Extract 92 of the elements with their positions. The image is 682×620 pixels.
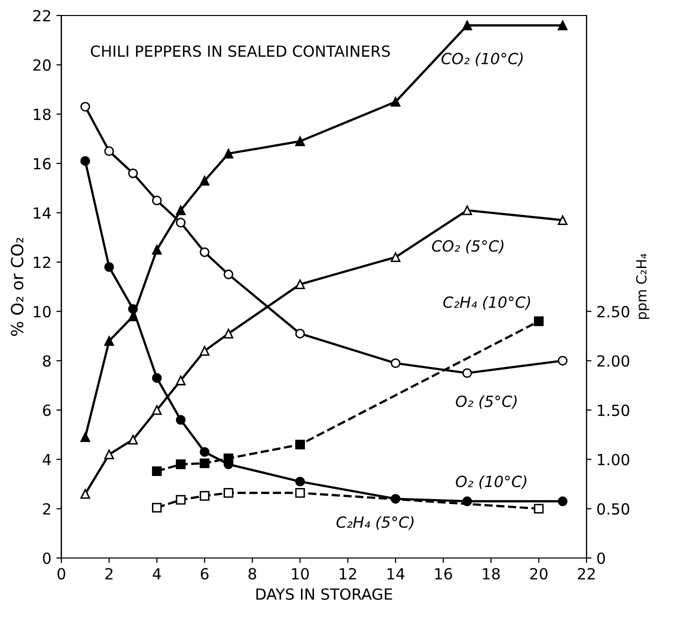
series-label: O₂ (5°C) — [456, 395, 517, 409]
point — [558, 20, 568, 30]
point — [176, 415, 186, 425]
point — [390, 96, 400, 107]
point — [80, 102, 90, 112]
x-tick-label: 8 — [248, 568, 256, 580]
x-tick-label: 2 — [105, 568, 112, 580]
point — [224, 454, 234, 464]
point — [534, 316, 544, 326]
x-tick-label: 6 — [200, 568, 208, 580]
series-label: CO₂ (5°C) — [432, 240, 504, 254]
point — [295, 476, 305, 486]
x-tick-label: 10 — [292, 568, 309, 580]
y-tick-label: 18 — [34, 108, 51, 120]
y2-tick-label: 0.50 — [597, 503, 630, 515]
x-tick-label: 14 — [388, 568, 404, 580]
x-tick-label: 16 — [435, 568, 452, 580]
point — [176, 218, 186, 228]
point — [462, 205, 472, 216]
text: CHILI PEPPERS IN SEALED CONTAINERS — [90, 45, 390, 57]
point — [390, 358, 400, 368]
point — [224, 328, 234, 338]
y2-axis-title: ppm C₂H₄ — [636, 254, 650, 319]
point — [200, 491, 210, 501]
point — [128, 304, 138, 314]
y-axis-title: % O₂ or CO₂ — [10, 238, 24, 336]
x-tick-label: 4 — [152, 568, 161, 580]
point — [152, 244, 162, 255]
x-tick-label: 20 — [530, 568, 548, 580]
point — [152, 405, 162, 415]
point — [558, 356, 568, 366]
y-tick-label: 0 — [42, 552, 51, 564]
point — [200, 247, 210, 258]
y-tick-label: 20 — [33, 59, 51, 71]
y-tick-label: 10 — [34, 306, 51, 318]
point — [176, 494, 186, 505]
y2-tick-label: 1.00 — [598, 454, 630, 466]
series-label: CO₂ (10°C) — [442, 52, 523, 66]
point — [295, 279, 305, 290]
point — [462, 368, 472, 378]
point — [558, 215, 568, 226]
point — [534, 504, 544, 514]
point — [200, 458, 210, 468]
point — [104, 146, 114, 156]
point — [462, 20, 472, 30]
point — [295, 488, 305, 498]
point — [176, 376, 186, 386]
point — [295, 136, 305, 146]
point — [224, 270, 234, 280]
point — [200, 447, 210, 457]
point — [80, 432, 90, 442]
x-tick-label: 22 — [578, 568, 595, 580]
point — [295, 440, 305, 450]
point — [176, 459, 186, 470]
point — [104, 450, 114, 460]
point — [152, 373, 162, 383]
x-axis-title: DAYS IN STORAGE — [256, 588, 392, 600]
point — [104, 262, 114, 272]
point — [128, 434, 138, 444]
y-tick-label: 6 — [43, 404, 51, 416]
y-tick-label: 4 — [42, 454, 51, 466]
y-tick-label: 22 — [33, 10, 50, 22]
point — [176, 205, 186, 216]
y2-tick-label: 1.50 — [598, 404, 630, 416]
point — [128, 168, 138, 178]
point — [80, 489, 90, 499]
point — [224, 488, 234, 498]
y2-tick-label: 0 — [597, 552, 605, 564]
y-tick-label: 14 — [34, 207, 51, 219]
point — [152, 466, 162, 476]
y-tick-label: 2 — [43, 503, 50, 514]
x-tick-label: 0 — [58, 568, 66, 580]
point — [200, 176, 210, 186]
y-tick-label: 8 — [42, 355, 51, 367]
y-tick-label: 12 — [34, 256, 50, 268]
point — [80, 156, 90, 166]
point — [224, 148, 234, 158]
y2-tick-label: 2.00 — [597, 355, 630, 367]
point — [558, 496, 568, 506]
point — [295, 328, 305, 338]
point — [152, 196, 162, 206]
x-tick-label: 12 — [340, 568, 356, 580]
series-label: C₂H₄ (10°C) — [443, 296, 530, 310]
y2-tick-label: 2.50 — [597, 306, 630, 318]
point — [390, 252, 400, 262]
point — [104, 336, 114, 346]
point — [200, 346, 210, 356]
x-tick-label: 18 — [483, 568, 500, 580]
series-label: O₂ (10°C) — [456, 475, 526, 490]
point — [152, 502, 162, 513]
y-tick-label: 16 — [34, 158, 51, 170]
series-label: C₂H₄ (5°C) — [336, 516, 414, 530]
